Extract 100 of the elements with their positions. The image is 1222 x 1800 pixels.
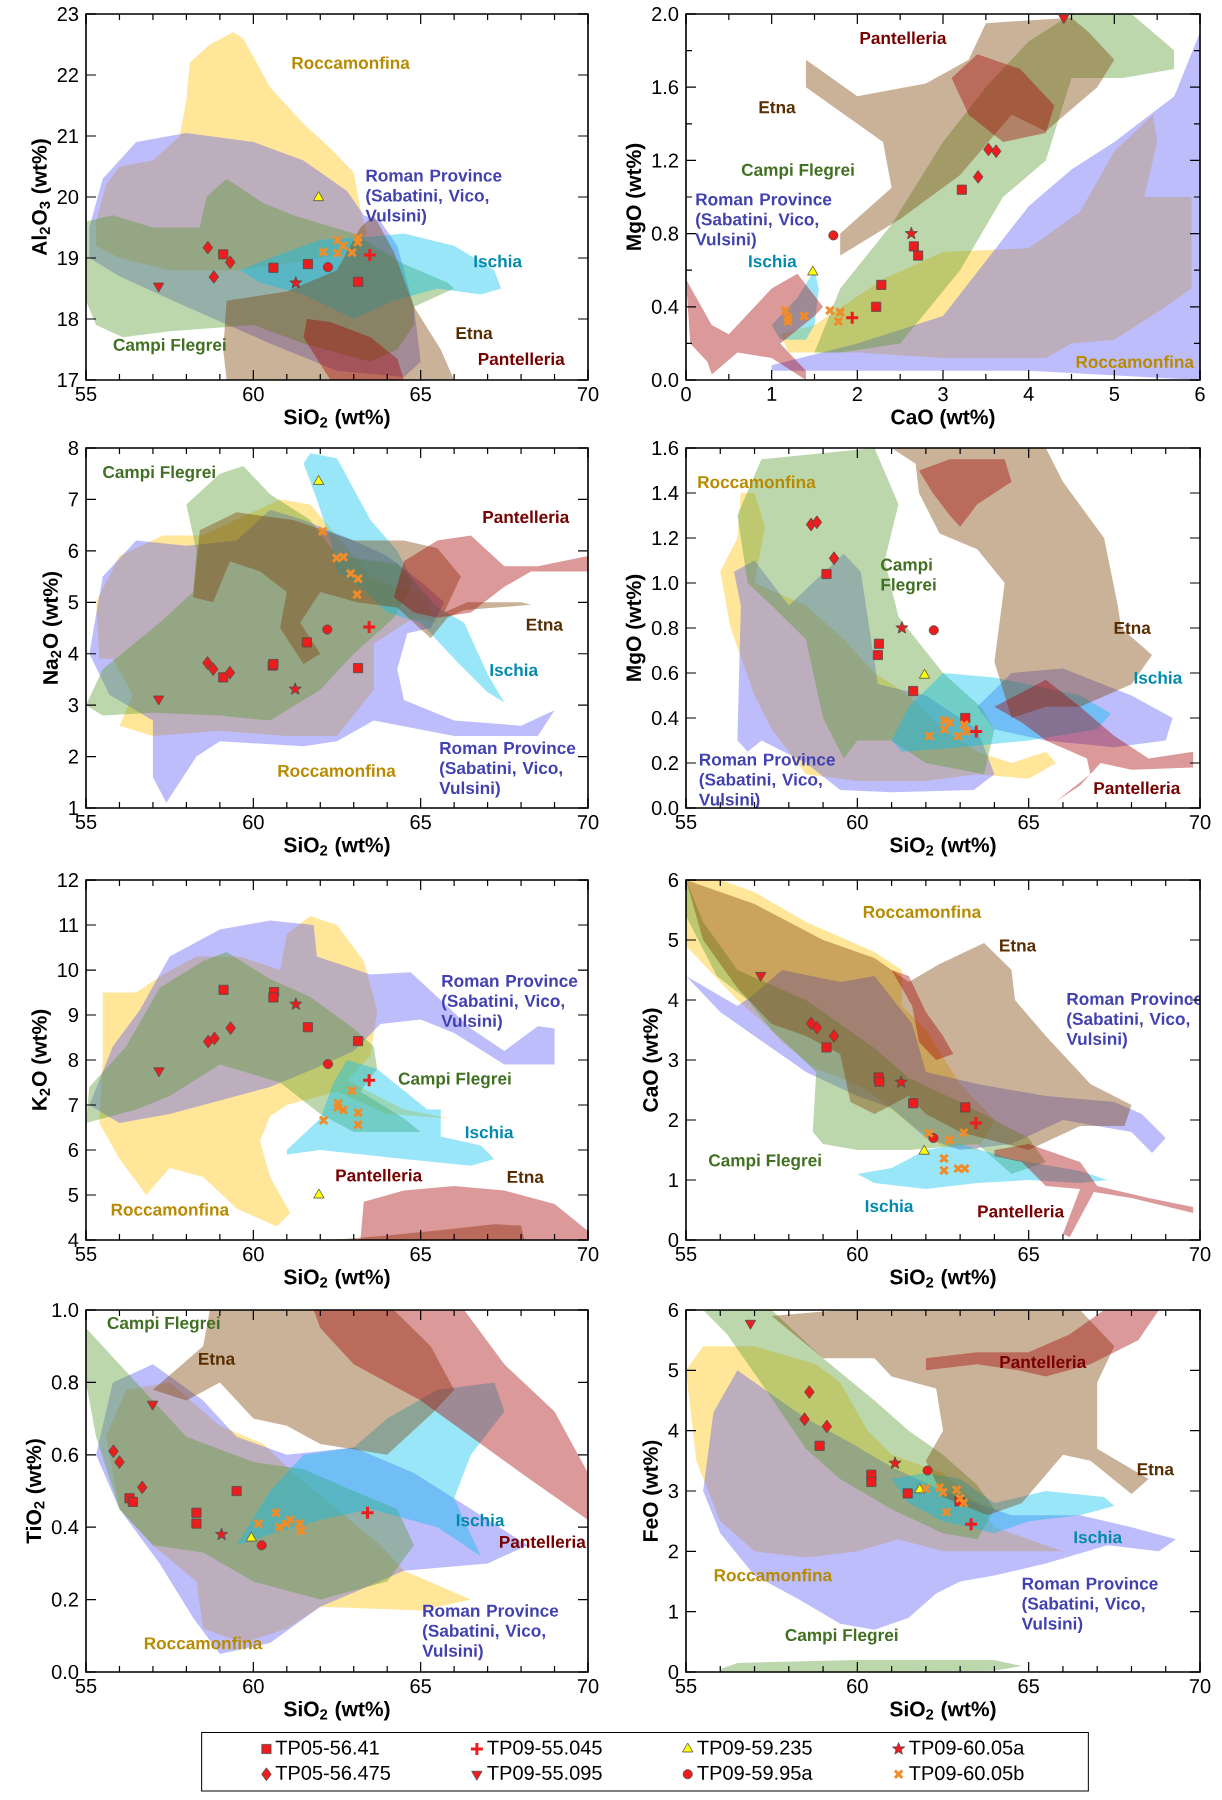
x-tick-label: 5 [1109, 387, 1120, 402]
x-tick-label: 65 [410, 1679, 431, 1694]
y-tick-label: 4 [68, 1233, 79, 1247]
y-tick-label: 0.0 [51, 1664, 79, 1680]
annotation: Pantelleria [478, 352, 565, 366]
x-axis-title: SiO$_{2}$ (wt%) [890, 836, 996, 857]
y-tick-label: 22 [57, 68, 78, 82]
annotation: Roman Province (Sabatini, Vico, Vulsini) [365, 169, 502, 226]
y-tick-label: 1.0 [652, 575, 679, 591]
y-tick-label: 0.6 [51, 1447, 79, 1462]
x-axis-title: CaO (wt%) [891, 408, 995, 429]
annotation: Pantelleria [1094, 781, 1181, 795]
annotation: Pantelleria [1000, 1355, 1087, 1369]
y-tick-label: 3 [668, 1052, 679, 1068]
annotation: Roccamonfina [863, 905, 982, 919]
x-tick-label: 65 [410, 387, 431, 402]
x-tick-label: 60 [847, 815, 868, 830]
annotation: Roman Province (Sabatini, Vico, Vulsini) [698, 753, 835, 810]
x-tick-label: 60 [243, 815, 264, 830]
annotation: Etna [526, 618, 564, 631]
annotation: Ischia [456, 1513, 505, 1527]
legend-label: TP09-60.05a [909, 1740, 1025, 1755]
y-tick-label: 18 [58, 311, 79, 327]
y-tick-label: 7 [68, 1098, 78, 1112]
annotation: Roccamonfina [714, 1568, 833, 1582]
y-tick-label: 0.2 [51, 1592, 78, 1607]
y-tick-label: 0.2 [651, 755, 678, 771]
x-tick-label: 60 [847, 1679, 868, 1694]
y-tick-label: 6 [68, 1142, 79, 1158]
y-axis-title: K$_{2}$O (wt%) [31, 1009, 51, 1110]
x-tick-label: 70 [577, 1247, 599, 1262]
y-axis-title: Al$_{2}$O$_{3}$ (wt%) [31, 139, 51, 256]
annotation: Etna [759, 101, 796, 114]
annotation: Pantelleria [499, 1535, 586, 1548]
annotation: Ischia [865, 1199, 914, 1213]
y-tick-label: 5 [668, 933, 679, 947]
annotation: Ischia [474, 254, 523, 268]
x-tick-label: 70 [1189, 815, 1211, 830]
y-tick-label: 1.6 [652, 80, 679, 95]
annotation: Campi Flegrei [741, 163, 854, 180]
y-tick-label: 0 [668, 1232, 679, 1248]
y-tick-label: 23 [57, 6, 79, 22]
x-tick-label: 4 [1023, 387, 1034, 401]
y-tick-label: 7 [68, 492, 78, 507]
y-tick-label: 1.6 [652, 440, 679, 456]
legend-label: TP09-59.95a [697, 1765, 813, 1780]
annotation: Etna [1137, 1463, 1175, 1476]
legend-label: TP09-59.235 [697, 1740, 812, 1755]
annotation: Etna [199, 1352, 236, 1365]
y-tick-label: 3 [68, 698, 79, 713]
y-tick-label: 8 [68, 440, 79, 456]
y-tick-label: 8 [68, 1052, 79, 1068]
x-tick-label: 55 [675, 1247, 697, 1262]
y-tick-label: 1 [69, 801, 78, 815]
x-axis-title: SiO$_{2}$ (wt%) [890, 1700, 996, 1721]
y-tick-label: 10 [58, 962, 79, 978]
y-tick-label: 6 [668, 1302, 679, 1318]
annotation: Roccamonfina [698, 475, 816, 489]
y-axis-title: TiO$_{2}$ (wt%) [25, 1439, 46, 1544]
x-tick-label: 70 [1189, 1679, 1211, 1694]
y-tick-label: 20 [57, 189, 79, 205]
annotation: Roccamonfina [292, 56, 410, 69]
annotation: Roman Province (Sabatini, Vico, Vulsini) [439, 741, 576, 798]
y-tick-label: 6 [68, 543, 79, 558]
y-tick-label: 5 [68, 1188, 79, 1202]
y-tick-label: 5 [668, 1363, 679, 1378]
x-tick-label: 55 [75, 1679, 97, 1694]
annotation: Ischia [1134, 671, 1183, 684]
annotation: Campi Flegrei [103, 465, 215, 482]
x-tick-label: 3 [938, 387, 948, 402]
y-tick-label: 9 [68, 1007, 79, 1023]
annotation: Roccamonfina [1076, 355, 1195, 369]
y-tick-label: 11 [59, 918, 78, 932]
annotation: Campi Flegrei [107, 1316, 220, 1333]
y-tick-label: 0.0 [651, 800, 679, 816]
y-tick-label: 4 [68, 646, 79, 661]
y-tick-label: 2 [668, 1544, 678, 1559]
annotation: Pantelleria [978, 1204, 1065, 1218]
y-tick-label: 17 [58, 373, 78, 387]
annotation: Campi Flegrei [398, 1072, 511, 1089]
y-tick-label: 0.8 [651, 620, 679, 636]
y-tick-label: 0.8 [651, 226, 679, 241]
x-tick-label: 55 [75, 1247, 97, 1262]
annotation: Roccamonfina [111, 1203, 230, 1216]
y-axis-title: MgO (wt%) [625, 143, 646, 250]
x-tick-label: 60 [847, 1247, 868, 1262]
y-tick-label: 0 [668, 1664, 679, 1680]
x-axis-title: SiO$_{2}$ (wt%) [284, 1268, 390, 1289]
x-tick-label: 2 [852, 387, 862, 402]
annotation: Campi Flegrei [785, 1628, 898, 1645]
legend-label: TP05-56.475 [275, 1765, 391, 1780]
y-tick-label: 4 [668, 993, 679, 1007]
annotation: Etna [507, 1171, 544, 1184]
annotation: Roman Province (Sabatini, Vico, Vulsini) [695, 192, 832, 249]
x-tick-label: 6 [1195, 387, 1205, 402]
annotation: Pantelleria [483, 510, 570, 524]
y-tick-label: 1.2 [652, 531, 678, 545]
annotation: Roccamonfina [144, 1636, 263, 1650]
y-tick-label: 2 [68, 749, 78, 764]
y-tick-label: 0.0 [651, 372, 679, 388]
